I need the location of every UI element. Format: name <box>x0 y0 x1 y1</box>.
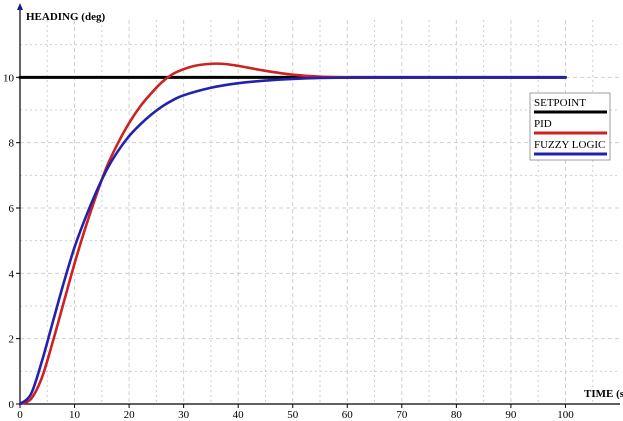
x-tick-label: 40 <box>233 409 245 421</box>
x-tick-label: 10 <box>69 409 81 421</box>
y-tick-label: 2 <box>9 334 15 346</box>
x-tick-label: 80 <box>451 409 463 421</box>
legend-box <box>529 92 611 161</box>
legend-entry-label: PID <box>534 118 552 130</box>
legend: SETPOINT PID FUZZY LOGIC <box>529 92 611 161</box>
tick-labels: 0 10 20 30 40 50 60 70 80 90 100 0 2 4 6 8 10 <box>3 72 574 421</box>
axes <box>16 3 620 408</box>
y-tick-label: 4 <box>9 268 15 280</box>
x-tick-label: 70 <box>396 409 408 421</box>
y-tick-label: 8 <box>9 138 15 150</box>
y-tick-label: 0 <box>9 399 15 411</box>
series-lines <box>18 62 567 406</box>
x-axis-title: TIME (s) <box>584 388 623 400</box>
x-tick-label: 100 <box>557 409 574 421</box>
x-tick-label: 60 <box>342 409 354 421</box>
legend-entry-label: FUZZY LOGIC <box>534 139 605 151</box>
y-axis-title: HEADING (deg) <box>26 11 105 23</box>
legend-entry-label: SETPOINT <box>534 97 586 109</box>
y-tick-label: 10 <box>3 72 15 84</box>
x-tick-label: 30 <box>178 409 190 421</box>
y-tick-label: 6 <box>9 203 15 215</box>
series-line-fuzzy-logic <box>18 76 567 406</box>
x-tick-label: 50 <box>287 409 299 421</box>
x-tick-label: 90 <box>505 409 517 421</box>
x-tick-label: 0 <box>17 409 23 421</box>
x-tick-label: 20 <box>124 409 136 421</box>
y-axis-arrow-icon <box>17 3 23 10</box>
